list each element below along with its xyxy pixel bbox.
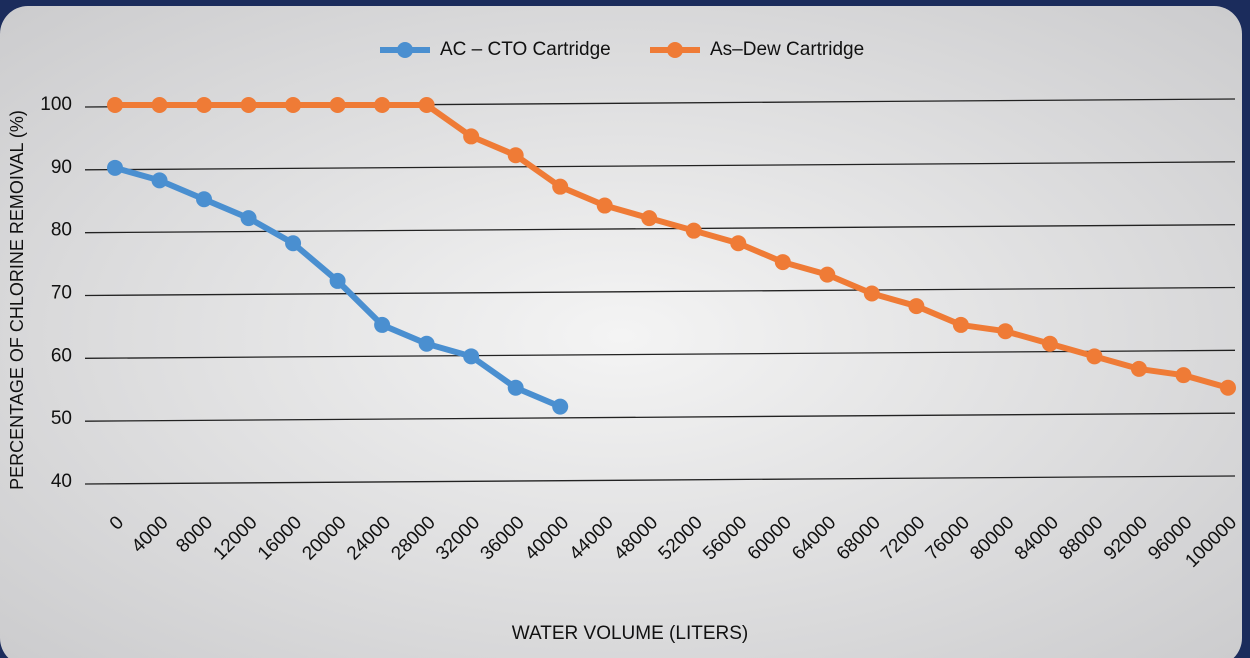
grid-line [84,286,1236,297]
data-point [240,97,257,113]
data-point [507,147,524,164]
data-point [1175,367,1192,384]
data-point [507,379,524,396]
data-point [240,210,257,227]
data-point [863,285,880,302]
data-point [285,97,302,113]
data-point [463,348,480,365]
data-point [952,316,969,333]
data-point [552,398,569,415]
data-point [596,197,613,214]
panel [0,6,1242,658]
y-tick-label: 100 [40,94,72,115]
legend-label: AC – CTO Cartridge [440,39,611,60]
y-tick-label: 40 [51,471,72,492]
grid-line [84,475,1236,485]
data-point [552,178,569,195]
grid-line [84,412,1236,422]
legend-marker [667,42,683,58]
data-point [1130,360,1147,377]
data-point [418,335,435,352]
data-point [819,266,836,283]
data-point [1041,335,1058,352]
data-point [107,159,123,176]
data-point [329,272,346,289]
data-point [1086,348,1103,365]
data-point [107,97,123,113]
legend-marker [397,42,413,58]
data-point [463,128,480,145]
data-point [418,97,435,113]
grid-line [84,161,1236,171]
data-point [196,97,213,113]
data-point [730,235,747,252]
grid-line [84,349,1236,359]
data-point [774,254,791,271]
data-point [685,222,702,239]
data-point [641,210,658,227]
data-point [151,172,168,189]
data-point [908,298,925,315]
data-point [374,316,391,333]
y-tick-label: 80 [51,220,72,241]
y-axis-label: PERCENTAGE OF CHLORINE REMOIVAL (%) [7,110,27,490]
x-axis-label: WATER VOLUME (LITERS) [512,623,748,644]
data-point [997,323,1014,340]
data-point [196,191,213,208]
data-point [151,97,168,113]
data-point [374,97,391,113]
y-tick-label: 60 [51,345,72,366]
y-tick-label: 90 [51,157,72,178]
legend-label: As–Dew Cartridge [710,39,864,60]
data-point [1220,379,1236,396]
y-tick-label: 70 [51,283,72,304]
y-tick-label: 50 [51,408,72,429]
data-point [285,235,302,252]
data-point [329,97,346,113]
